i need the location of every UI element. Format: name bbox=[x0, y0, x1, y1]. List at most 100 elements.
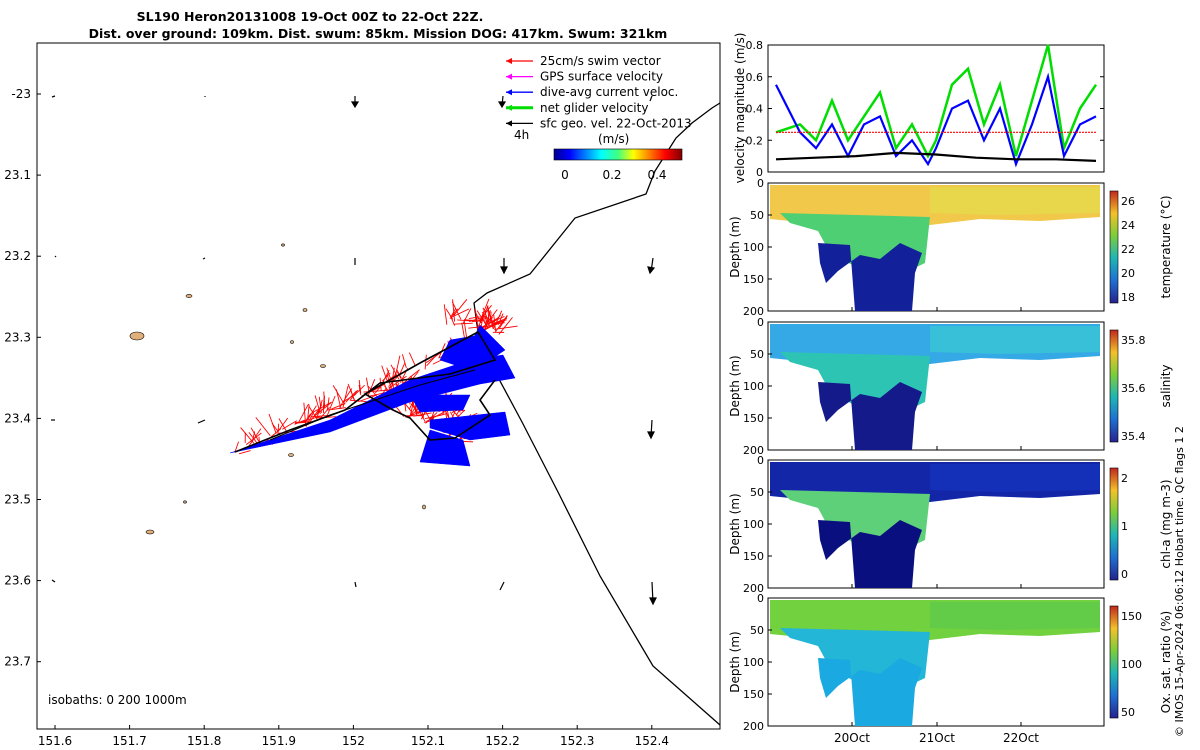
depth-tick-label: 200 bbox=[743, 582, 764, 595]
velocity-y-tick-label: 0.6 bbox=[746, 71, 764, 84]
colorbar-tick-2: 0.4 bbox=[647, 168, 666, 182]
velocity-y-axis: 0 0.2 0.4 0.6 0.8 bbox=[746, 39, 1104, 179]
section-colorbar bbox=[1109, 329, 1119, 443]
depth-tick-label: 150 bbox=[743, 688, 764, 701]
section-chla: 0 50 100 150 200 Depth (m) 2 1 0 chl-a (mg m-3) bbox=[728, 454, 1173, 595]
swim-vector bbox=[396, 371, 404, 384]
swim-vector bbox=[339, 388, 353, 408]
swim-vector bbox=[401, 354, 407, 368]
swim-vector bbox=[493, 310, 503, 330]
legend-arrowhead bbox=[506, 58, 512, 64]
swim-vector bbox=[312, 402, 332, 418]
swim-vector bbox=[298, 415, 322, 424]
depth-tick-label: 0 bbox=[757, 177, 764, 190]
reef-islands bbox=[129, 243, 434, 535]
depth-tick-label: 50 bbox=[750, 209, 764, 222]
section-colorbar bbox=[1109, 190, 1119, 304]
map-y-tick-label: 23.6 bbox=[4, 574, 31, 588]
swim-vector bbox=[445, 308, 454, 320]
swim-vector bbox=[278, 418, 288, 434]
glider-track bbox=[234, 330, 497, 453]
colorbar-tick-label: 150 bbox=[1121, 610, 1142, 623]
map-x-tick-label: 152.2 bbox=[485, 734, 519, 748]
swim-vector bbox=[426, 352, 442, 363]
map-x-tick-label: 151.7 bbox=[112, 734, 146, 748]
section-deep-layer bbox=[818, 520, 922, 588]
swim-vector bbox=[451, 301, 462, 320]
velocity-y-tick-label: 0.2 bbox=[746, 134, 764, 147]
depth-tick-label: 100 bbox=[743, 241, 764, 254]
swim-vector bbox=[468, 325, 489, 329]
legend-label: net glider velocity bbox=[540, 101, 648, 115]
map-x-tick-label: 152.3 bbox=[560, 734, 594, 748]
legend-arrowhead bbox=[506, 73, 512, 80]
swim-vector bbox=[476, 310, 488, 327]
map-y-axis: -23 23.1 23.2 23.3 23.4 23.5 23.6 23.7 bbox=[4, 87, 41, 669]
section-salinity: 0 50 100 150 200 Depth (m) 35.8 35.6 35.4 salinit… bbox=[728, 316, 1173, 457]
swim-vector bbox=[358, 384, 361, 395]
legend-label: GPS surface velocity bbox=[540, 70, 663, 84]
depth-tick-label: 150 bbox=[743, 273, 764, 286]
swim-vector bbox=[325, 395, 336, 419]
legend-arrowhead bbox=[506, 104, 512, 111]
colorbar-tick-label: 35.4 bbox=[1121, 430, 1146, 443]
swim-vector bbox=[424, 354, 427, 370]
swim-vector bbox=[492, 317, 508, 325]
swim-vector bbox=[450, 308, 470, 319]
section-upper-layer-east bbox=[930, 326, 1100, 354]
legend-label: dive-avg current veloc. bbox=[540, 85, 678, 99]
swim-vector bbox=[479, 298, 490, 321]
depth-tick-label: 50 bbox=[750, 348, 764, 361]
swim-vector bbox=[322, 395, 325, 414]
colorbar-tick-label: 0 bbox=[1121, 568, 1128, 581]
colorbar-tick-label: 35.8 bbox=[1121, 334, 1146, 347]
swim-vector bbox=[312, 401, 332, 414]
colorbar-tick-label: 24 bbox=[1121, 219, 1135, 232]
legend-label: 25cm/s swim vector bbox=[540, 54, 661, 68]
velocity-panel: 0 0.2 0.4 0.6 0.8 velocity magnitude (m/s) bbox=[733, 33, 1105, 183]
map-y-tick-label: 23.3 bbox=[4, 330, 31, 344]
figure-title-line1: SL190 Heron20131008 19-Oct 00Z to 22-Oct… bbox=[137, 9, 484, 24]
swim-vector bbox=[367, 379, 376, 396]
swim-vector bbox=[247, 428, 262, 448]
swim-vector bbox=[277, 423, 280, 435]
swim-vector bbox=[318, 396, 322, 413]
swim-vector bbox=[251, 431, 256, 442]
swim-vector bbox=[498, 317, 513, 335]
time-tick-21oct: 21Oct bbox=[919, 731, 955, 745]
swim-vector bbox=[480, 305, 489, 324]
velocity-series-line bbox=[775, 44, 1098, 159]
colorbar-label: temperature (°C) bbox=[1159, 196, 1173, 299]
section-deep-layer bbox=[818, 382, 922, 450]
swim-vector bbox=[363, 389, 387, 393]
section-upper-layer-east bbox=[930, 464, 1100, 492]
map-x-tick-label: 151.6 bbox=[38, 734, 72, 748]
depth-tick-label: 200 bbox=[743, 720, 764, 733]
swim-vector bbox=[381, 365, 388, 382]
colorbar-tick-label: 26 bbox=[1121, 195, 1135, 208]
map-legend: 25cm/s swim vector GPS surface velocitydi… bbox=[506, 54, 692, 182]
swim-vector bbox=[282, 420, 298, 430]
glider-track-secondary bbox=[269, 369, 476, 441]
depth-tick-label: 0 bbox=[757, 454, 764, 467]
swim-vector bbox=[396, 368, 402, 379]
swim-vector bbox=[234, 441, 239, 453]
swim-vector bbox=[271, 422, 279, 433]
depth-tick-label: 150 bbox=[743, 550, 764, 563]
legend-arrowhead bbox=[506, 89, 512, 96]
depth-axis-label: Depth (m) bbox=[728, 355, 742, 416]
colorbar-tick-label: 20 bbox=[1121, 267, 1135, 280]
swim-vector bbox=[350, 399, 367, 402]
legend-arrowhead bbox=[506, 120, 512, 127]
swim-vector bbox=[495, 315, 508, 332]
swim-vector bbox=[350, 389, 355, 400]
section-colorbar bbox=[1109, 467, 1119, 581]
swim-vector bbox=[353, 384, 365, 397]
depth-tick-label: 0 bbox=[757, 316, 764, 329]
swim-vector bbox=[399, 363, 406, 374]
colorbar-tick-label: 2 bbox=[1121, 472, 1128, 485]
swim-vector bbox=[255, 417, 271, 437]
swim-vector bbox=[409, 369, 420, 378]
